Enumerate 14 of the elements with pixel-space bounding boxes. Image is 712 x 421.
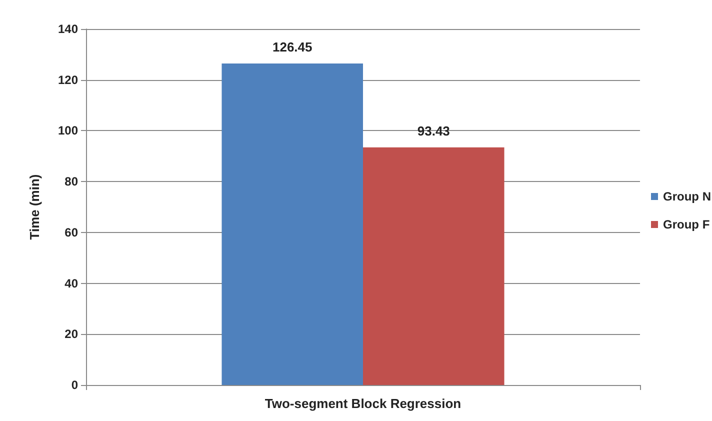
x-tick-label: Two-segment Block Regression [264,396,462,411]
legend-label: Group N [663,190,711,204]
y-tick-label: 0 [71,378,78,392]
y-axis-title: Time (min) [27,174,42,240]
data-label: 93.43 [417,123,450,138]
y-tick-label: 40 [64,276,78,290]
y-tick-label: 80 [64,174,78,189]
y-tick-label: 20 [64,327,78,342]
y-tick-label: 100 [58,124,78,138]
y-tick-label: 120 [58,72,78,87]
legend-label: Group F [663,218,710,232]
data-label: 126.45 [272,39,312,54]
y-tick-label: 60 [64,225,78,240]
y-tick-label: 140 [58,22,78,36]
